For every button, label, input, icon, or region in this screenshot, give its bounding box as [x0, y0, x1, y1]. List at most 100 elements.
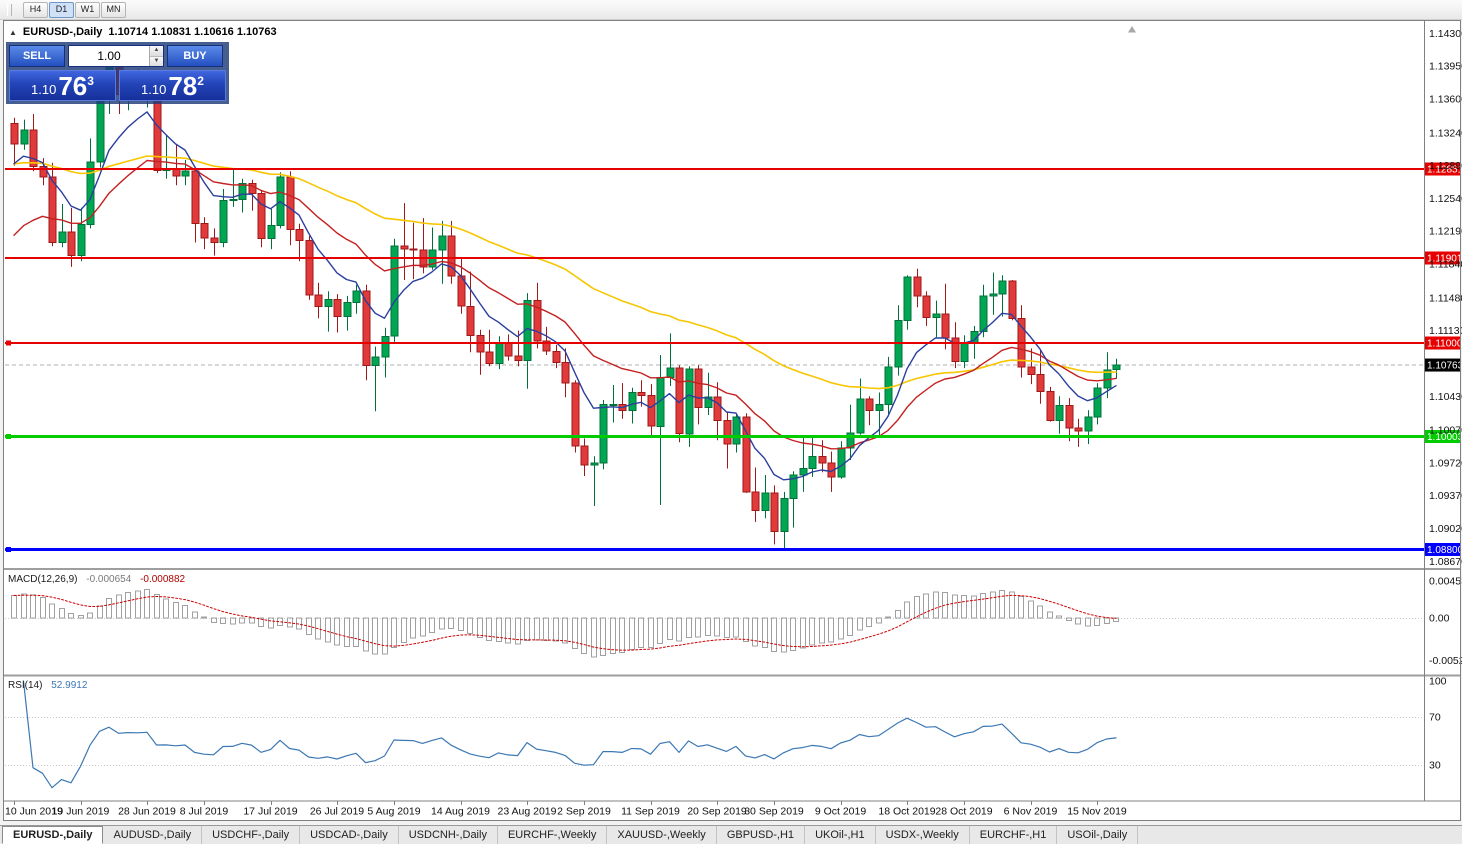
timeframe-button-d1[interactable]: D1	[49, 1, 74, 18]
volume-down-button[interactable]: ▼	[150, 56, 163, 66]
hline-price-tag	[1424, 336, 1461, 350]
date-label: 23 Aug 2019	[498, 806, 557, 818]
date-label: 11 Sep 2019	[621, 806, 680, 818]
chart-tab-usdx-weekly[interactable]: USDX-,Weekly	[876, 826, 970, 844]
price-axis-label: 1.13240	[1429, 127, 1462, 139]
timeframe-toolbar: H4 D1 W1 MN	[23, 1, 126, 18]
price-axis-label: 1.13950	[1429, 61, 1462, 73]
timeframe-button-h4[interactable]: H4	[23, 1, 48, 18]
chart-tab-xauusd-weekly[interactable]: XAUUSD-,Weekly	[607, 826, 717, 844]
hline-price-tag-text: 1.11901	[1427, 254, 1462, 265]
ask-prefix: 1.10	[141, 81, 167, 97]
buy-button[interactable]: BUY	[167, 45, 223, 67]
chart-ohlc-values: 1.10714 1.10831 1.10616 1.10763	[108, 26, 277, 38]
price-axis-drag-area[interactable]	[1424, 20, 1462, 801]
chart-tabs-bar: EURUSD-,Daily AUDUSD-,Daily USDCHF-,Daily U…	[0, 825, 1462, 844]
timeframe-button-mn[interactable]: MN	[101, 1, 126, 18]
chart-tab-usoil-daily[interactable]: USOil-,Daily	[1057, 826, 1139, 844]
hline-price-tag	[1424, 251, 1461, 265]
rsi-axis-label: 70	[1429, 712, 1441, 724]
price-axis-label: 1.09020	[1429, 523, 1462, 535]
date-label: 10 Jun 2019	[5, 806, 63, 818]
date-label: 8 Jul 2019	[180, 806, 229, 818]
hline-price-tag	[1424, 430, 1461, 443]
date-label: 30 Sep 2019	[744, 806, 804, 818]
price-axis-label: 1.12540	[1429, 193, 1462, 205]
volume-value[interactable]: 1.00	[97, 49, 121, 63]
one-click-collapse-arrow[interactable]: ▲	[9, 27, 17, 37]
volume-field[interactable]: 1.00 ▲ ▼	[68, 45, 164, 67]
chart-tab-audusd-daily[interactable]: AUDUSD-,Daily	[103, 826, 203, 844]
date-label: 14 Aug 2019	[431, 806, 490, 818]
macd-axis-label: 0.0045361	[1429, 576, 1462, 588]
chart-background	[3, 20, 1461, 821]
date-label: 28 Oct 2019	[935, 806, 992, 818]
candles-layer	[10, 50, 1121, 551]
chart-canvas[interactable]: 1.12851 1.11901 1.11000 1.10003 1.08800 1.143…	[0, 20, 1462, 822]
date-label: 28 Jun 2019	[118, 806, 176, 818]
toolbar-grip[interactable]	[7, 3, 12, 16]
price-axis-label: 1.10430	[1429, 391, 1462, 403]
buy-price-box[interactable]: 1.10 78 2	[119, 70, 226, 101]
price-axis-label: 1.08670	[1429, 556, 1462, 568]
hline-price-tag-text: 1.08800	[1427, 545, 1462, 556]
time-axis-drag-area[interactable]	[3, 801, 1424, 820]
hline-handle[interactable]	[6, 340, 11, 346]
main-chart-panel	[5, 26, 1424, 552]
price-axis-label: 1.09720	[1429, 457, 1462, 469]
hline-price-tag	[1424, 543, 1461, 556]
rsi-line	[22, 680, 1117, 789]
chart-tab-eurchf-h1[interactable]: EURCHF-,H1	[970, 826, 1058, 844]
hline-handle[interactable]	[6, 434, 11, 439]
chart-tab-eurchf-weekly[interactable]: EURCHF-,Weekly	[498, 826, 608, 844]
date-label: 18 Oct 2019	[878, 806, 935, 818]
volume-spinner: ▲ ▼	[149, 46, 163, 66]
price-axis-label: 1.12190	[1429, 226, 1462, 238]
chart-tab-usdcad-daily[interactable]: USDCAD-,Daily	[300, 826, 399, 844]
ask-pipette: 2	[197, 74, 204, 88]
price-axis-label: 1.14300	[1429, 28, 1462, 40]
timeframe-button-w1[interactable]: W1	[75, 1, 100, 18]
date-label: 2 Sep 2019	[557, 806, 611, 818]
date-label: 15 Nov 2019	[1067, 806, 1127, 818]
date-label: 20 Sep 2019	[687, 806, 747, 818]
chart-tab-ukoil-h1[interactable]: UKOil-,H1	[805, 826, 876, 844]
bid-prefix: 1.10	[31, 81, 57, 97]
sell-button[interactable]: SELL	[9, 45, 65, 67]
price-axis: 1.12851 1.11901 1.11000 1.10003 1.08800 1.143…	[1424, 28, 1462, 568]
price-axis-label: 1.11130	[1429, 325, 1462, 337]
one-click-trading-panel: SELL 1.00 ▲ ▼ BUY 1.10 76 3 1.10 78 2	[6, 42, 229, 104]
price-axis-label: 1.11480	[1429, 292, 1462, 304]
rsi-panel: 100 70 30	[5, 676, 1447, 789]
hline-price-tag-text: 1.10003	[1427, 432, 1462, 443]
rsi-axis-label: 100	[1429, 676, 1447, 688]
volume-up-button[interactable]: ▲	[150, 46, 163, 57]
rsi-indicator-label: RSI(14) 52.9912	[8, 680, 87, 691]
chart-tab-eurusd-daily[interactable]: EURUSD-,Daily	[2, 826, 104, 844]
time-axis: 10 Jun 201919 Jun 2019 28 Jun 2019 8 Jul 2…	[3, 800, 1461, 818]
price-axis-label: 1.11840	[1429, 259, 1462, 271]
date-label: 19 Jun 2019	[52, 806, 110, 818]
macd-axis-label: 0.00	[1429, 613, 1450, 625]
price-axis-label: 1.10070	[1429, 425, 1462, 437]
current-price-tag-text: 1.10763	[1427, 361, 1462, 372]
chart-tab-usdcnh-daily[interactable]: USDCNH-,Daily	[399, 826, 498, 844]
hline-price-tag-text: 1.11000	[1427, 339, 1462, 350]
chart-shift-marker-icon	[1128, 26, 1136, 33]
hline-handle[interactable]	[6, 547, 11, 552]
macd-panel: 0.0045361 0.00 -0.0052051	[5, 576, 1462, 667]
chart-frame	[3, 20, 1461, 821]
macd-value-main: -0.000654	[86, 574, 132, 585]
date-label: 5 Aug 2019	[367, 806, 420, 818]
rsi-name: RSI(14)	[8, 680, 43, 691]
macd-signal-line	[13, 594, 1117, 651]
sell-price-box[interactable]: 1.10 76 3	[9, 70, 116, 101]
chart-tab-usdchf-daily[interactable]: USDCHF-,Daily	[202, 826, 301, 844]
price-axis-label: 1.12890	[1429, 160, 1462, 172]
ma-lines-layer	[13, 111, 1117, 481]
hline-price-tag	[1424, 162, 1461, 176]
chart-tab-gbpusd-h1[interactable]: GBPUSD-,H1	[717, 826, 806, 844]
bid-pipette: 3	[87, 74, 94, 88]
macd-value-signal: -0.000882	[140, 574, 186, 585]
macd-axis-label: -0.0052051	[1429, 655, 1462, 667]
